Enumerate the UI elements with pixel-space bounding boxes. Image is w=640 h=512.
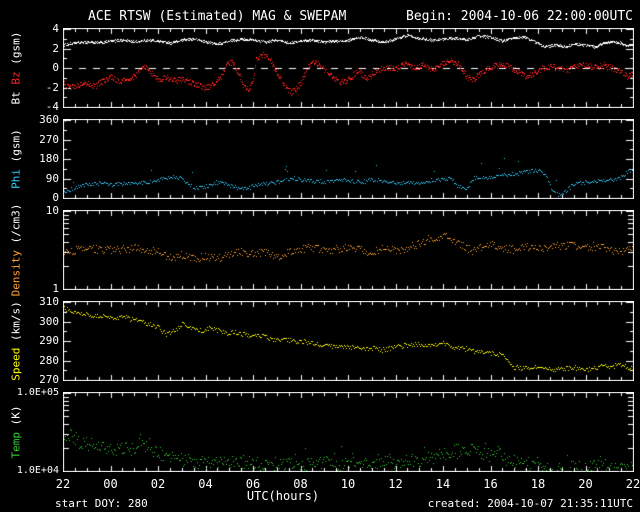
y-axis-label-phi: Phi (gsm) <box>10 129 23 189</box>
x-tick-label: 10 <box>340 477 356 491</box>
y-tick-label: 180 <box>39 152 59 165</box>
y-tick-label: 4 <box>52 22 59 35</box>
y-tick-label: -2 <box>45 80 59 94</box>
panel-density <box>63 210 634 290</box>
y-tick-label: 270 <box>39 132 59 146</box>
y-tick-label: 10 <box>45 204 59 217</box>
y-axis-label-part: Speed <box>9 341 23 381</box>
y-axis-label-part: (K) <box>9 405 23 426</box>
x-tick-label: 00 <box>103 477 118 491</box>
y-axis-label-part: Temp <box>9 425 23 459</box>
y-tick-label: 280 <box>39 353 59 367</box>
begin-timestamp: Begin: 2004-10-06 22:00:00UTC <box>406 9 633 24</box>
y-tick-label: 1.0E+04 <box>16 465 59 476</box>
y-axis-label-temp: Temp (K) <box>10 406 23 459</box>
panel-canvas-temp <box>63 392 634 472</box>
y-axis-label-part: Phi <box>9 162 23 189</box>
y-axis-label-part: Bt <box>9 84 23 105</box>
panel-mag <box>63 28 634 108</box>
panel-speed <box>63 301 634 381</box>
panel-phi <box>63 119 634 199</box>
y-tick-label: -4 <box>45 100 59 113</box>
y-axis-label-part: Bz <box>9 64 23 85</box>
x-tick-label: 02 <box>150 477 166 491</box>
y-axis-label-part: (km/s) <box>9 301 23 341</box>
panel-canvas-density <box>63 210 634 290</box>
y-axis-label-part: Density <box>9 243 23 297</box>
y-tick-label: 270 <box>39 373 59 386</box>
x-tick-label: 20 <box>578 477 593 491</box>
x-tick-label: 16 <box>483 477 498 491</box>
y-axis-label-density: Density (/cm3) <box>10 204 23 297</box>
x-tick-label: 18 <box>530 477 546 491</box>
panel-canvas-phi <box>63 119 634 199</box>
x-axis-title: UTC(hours) <box>246 489 320 503</box>
y-tick-label: 2 <box>52 41 59 55</box>
start-doy-label: start DOY: 280 <box>55 497 148 510</box>
panel-canvas-speed <box>63 301 634 381</box>
y-axis-label-mag: Bt Bz (gsm) <box>10 32 23 105</box>
y-axis-label-part: (/cm3) <box>9 203 23 244</box>
y-tick-label: 300 <box>39 314 59 328</box>
x-tick-label: 04 <box>198 477 213 491</box>
y-tick-label: 1.0E+05 <box>16 387 59 398</box>
y-tick-label: 290 <box>39 334 59 347</box>
panel-temp <box>63 392 634 472</box>
y-axis-label-part: (gsm) <box>9 31 23 65</box>
x-tick-label: 08 <box>293 477 308 491</box>
y-tick-label: 310 <box>39 295 59 308</box>
created-timestamp: created: 2004-10-07 21:35:11UTC <box>427 497 633 510</box>
panel-canvas-mag <box>63 28 634 108</box>
x-tick-label: 14 <box>435 477 451 491</box>
y-tick-label: 1 <box>52 282 59 295</box>
y-axis-label-speed: Speed (km/s) <box>10 301 23 381</box>
y-tick-label: 0 <box>52 191 59 204</box>
x-tick-label: 22 <box>625 477 640 491</box>
chart-title: ACE RTSW (Estimated) MAG & SWEPAM <box>88 9 347 24</box>
x-tick-label: 12 <box>388 477 403 491</box>
x-tick-label: 22 <box>55 477 71 491</box>
y-tick-label: 360 <box>39 113 59 126</box>
y-tick-label: 0 <box>52 61 59 74</box>
y-axis-label-part: (gsm) <box>9 129 23 163</box>
x-tick-label: 06 <box>245 477 261 491</box>
y-tick-label: 90 <box>45 171 59 185</box>
